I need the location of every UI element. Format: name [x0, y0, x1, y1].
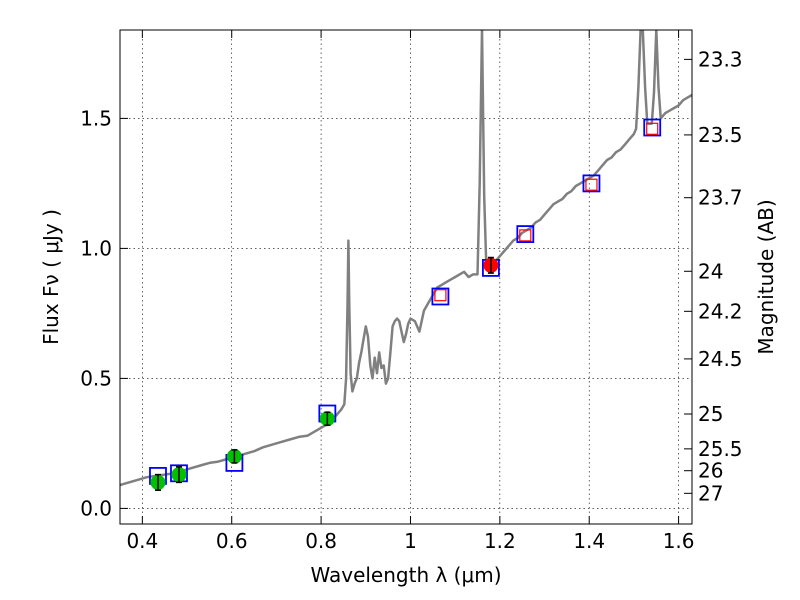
right-tick-label: 24.5 [698, 347, 743, 371]
right-tick-label: 24.2 [698, 299, 743, 323]
x-axis-label: Wavelength λ (μm) [310, 563, 501, 587]
y-tick-label: 0.0 [80, 496, 112, 520]
right-tick-label: 27 [698, 481, 723, 505]
right-tick-label: 26 [698, 459, 723, 483]
spectrum-line [120, 30, 692, 487]
y-tick-label: 1.0 [80, 236, 112, 260]
upper-limit-series [434, 122, 659, 302]
y-tick-label: 1.5 [80, 106, 112, 130]
upper-limit-point [646, 122, 659, 135]
axis-ticks: 0.4 0.6 0.8 1 1.2 1.4 1.6 0.0 0.5 1.0 1.5 23.3 23.5 2… [80, 30, 743, 553]
right-tick-label: 24 [698, 259, 723, 283]
x-tick-label: 0.4 [126, 529, 158, 553]
model-photometry-series [149, 118, 662, 485]
model-point [516, 225, 535, 244]
x-tick-label: 0.6 [216, 529, 248, 553]
right-tick-label: 23.7 [698, 186, 743, 210]
observed-photometry-series [150, 256, 499, 491]
x-tick-label: 1.2 [484, 529, 516, 553]
upper-limit-point [434, 289, 447, 302]
upper-limit-point [519, 229, 532, 242]
right-tick-label: 25.5 [698, 437, 743, 461]
y-axis-label: Flux Fν ( μJy ) [39, 209, 63, 345]
grid-lines [120, 30, 692, 524]
right-axis-label: Magnitude (AB) [754, 199, 778, 354]
right-tick-label: 25 [698, 402, 723, 426]
x-tick-label: 1.6 [663, 529, 695, 553]
model-point [582, 174, 601, 193]
x-tick-label: 1.4 [573, 529, 605, 553]
x-tick-label: 0.8 [305, 529, 337, 553]
right-tick-label: 23.5 [698, 123, 743, 147]
plot-frame [119, 29, 693, 525]
spectrum-series [120, 30, 692, 487]
upper-limit-point [585, 178, 598, 191]
y-tick-label: 0.5 [80, 366, 112, 390]
model-point [643, 118, 662, 137]
right-tick-label: 23.3 [698, 47, 743, 71]
model-point [431, 287, 450, 306]
x-tick-label: 1 [404, 529, 417, 553]
